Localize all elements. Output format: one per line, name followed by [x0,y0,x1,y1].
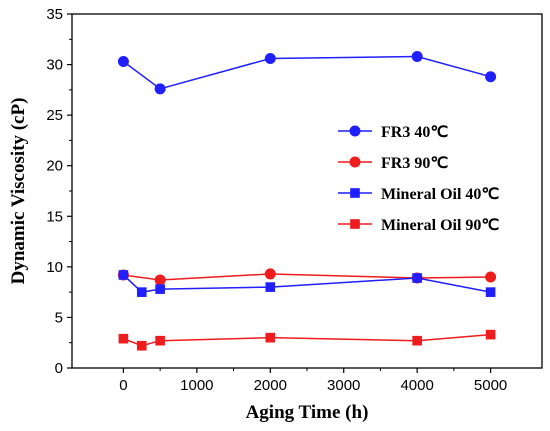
legend-marker [349,156,361,168]
x-tick-label: 2000 [254,377,287,394]
legend: FR3 40℃ FR3 90℃ Mineral Oil 40℃ Mineral Oil… [338,124,499,234]
data-point [485,71,497,83]
x-tick-label: 0 [119,377,127,394]
legend-label: FR3 90℃ [381,155,448,172]
data-point [485,271,497,283]
y-tick-label: 0 [55,360,63,377]
data-point [265,282,276,292]
data-point [412,273,422,283]
series-line [122,55,491,90]
series-line [123,333,491,347]
data-point [485,329,496,340]
legend-marker [350,188,360,198]
data-point [265,332,276,343]
series-4 [118,329,496,351]
series-1 [117,50,497,95]
legend-item-3: Mineral Oil 40℃ [338,186,499,203]
data-point [118,270,129,280]
data-point [412,335,422,346]
legend-label: Mineral Oil 40℃ [381,186,499,203]
data-point [411,50,423,62]
x-tick-label: 3000 [327,377,360,394]
y-tick-label: 10 [46,259,63,276]
y-axis-title: Dynamic Viscosity (cP) [8,98,29,285]
data-point [154,83,166,95]
x-tick-label: 4000 [400,377,433,394]
series-2 [117,268,497,286]
data-point [264,268,276,280]
y-tick-label: 30 [46,57,63,74]
axis-ticks: 0 1000 2000 3000 4000 5000 0 5 10 15 20 25 30 35 [46,6,507,394]
x-axis-title: Aging Time (h) [246,402,369,423]
data-point [117,56,129,68]
data-point [264,53,276,65]
series-3 [118,270,496,297]
series-layer [117,50,497,351]
legend-item-1: FR3 40℃ [338,124,448,141]
legend-item-2: FR3 90℃ [338,155,448,172]
data-point [136,340,147,351]
y-tick-label: 15 [46,208,63,225]
data-point [155,335,165,346]
y-tick-label: 35 [46,6,63,23]
legend-label: Mineral Oil 90℃ [381,217,499,234]
data-point [155,284,165,294]
y-tick-label: 5 [55,309,63,326]
series-line [123,273,491,281]
data-point [485,287,496,297]
legend-item-4: Mineral Oil 90℃ [338,217,499,234]
x-tick-label: 1000 [180,377,213,394]
data-point [118,333,129,344]
data-point [154,274,166,286]
x-tick-label: 5000 [474,377,507,394]
y-tick-label: 20 [46,158,63,175]
y-tick-label: 25 [46,107,63,124]
data-point [136,287,147,297]
legend-marker [349,125,361,137]
legend-marker [350,219,360,229]
legend-label: FR3 40℃ [381,124,448,141]
